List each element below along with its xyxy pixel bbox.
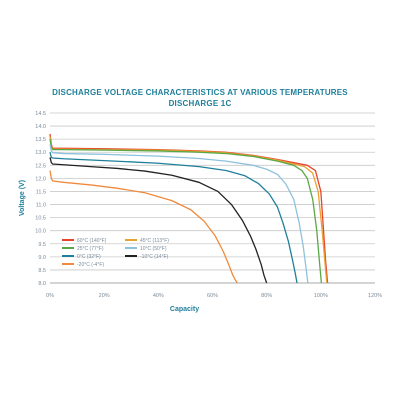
series-line [49, 170, 238, 284]
x-tick-label: 80% [261, 293, 272, 299]
y-tick-label: 12.5 [35, 163, 46, 169]
chart-subtitle: DISCHARGE 1C [168, 99, 232, 108]
legend: 60°C (140°F) 45°C (113°F) 25°C (77°F) 10°C … [62, 238, 169, 268]
y-tick-label: 9.5 [38, 242, 46, 248]
y-tick-label: 14.0 [35, 124, 46, 130]
legend-label: 0°C (32°F) [77, 254, 101, 260]
series-line [49, 157, 268, 284]
legend-label: -10°C (14°F) [140, 254, 169, 260]
y-tick-label: 12.0 [35, 176, 46, 182]
x-tick-label: 20% [99, 293, 110, 299]
y-tick-label: 11.5 [36, 189, 46, 195]
y-tick-label: 13.5 [35, 137, 46, 143]
x-tick-label: 100% [314, 293, 328, 299]
legend-label: 10°C (50°F) [140, 246, 167, 252]
x-tick-label: 40% [153, 293, 164, 299]
x-tick-label: 60% [207, 293, 218, 299]
y-tick-label: 11.0 [36, 203, 46, 209]
y-tick-label: 10.0 [35, 229, 46, 235]
y-axis-label: Voltage (V) [19, 180, 26, 216]
x-tick-label: 0% [46, 293, 54, 299]
y-tick-label: 10.5 [35, 216, 46, 222]
legend-label: 45°C (113°F) [140, 238, 169, 244]
y-tick-label: 14.5 [35, 111, 46, 117]
series-line [49, 144, 309, 284]
series-lines [49, 133, 329, 284]
y-tick-label: 8.5 [38, 268, 46, 274]
x-tick-label: 120% [368, 293, 382, 299]
y-tick-label: 8.0 [38, 281, 46, 287]
legend-label: -20°C (-4°F) [77, 262, 104, 268]
legend-label: 25°C (77°F) [77, 246, 104, 252]
y-tick-label: 13.0 [35, 150, 46, 156]
x-axis-label: Capacity [170, 306, 199, 313]
series-line [49, 139, 323, 284]
legend-label: 60°C (140°F) [77, 238, 107, 244]
series-line [49, 152, 298, 284]
chart-title: DISCHARGE VOLTAGE CHARACTERISTICS AT VAR… [52, 88, 348, 97]
y-tick-label: 9.0 [38, 255, 46, 261]
